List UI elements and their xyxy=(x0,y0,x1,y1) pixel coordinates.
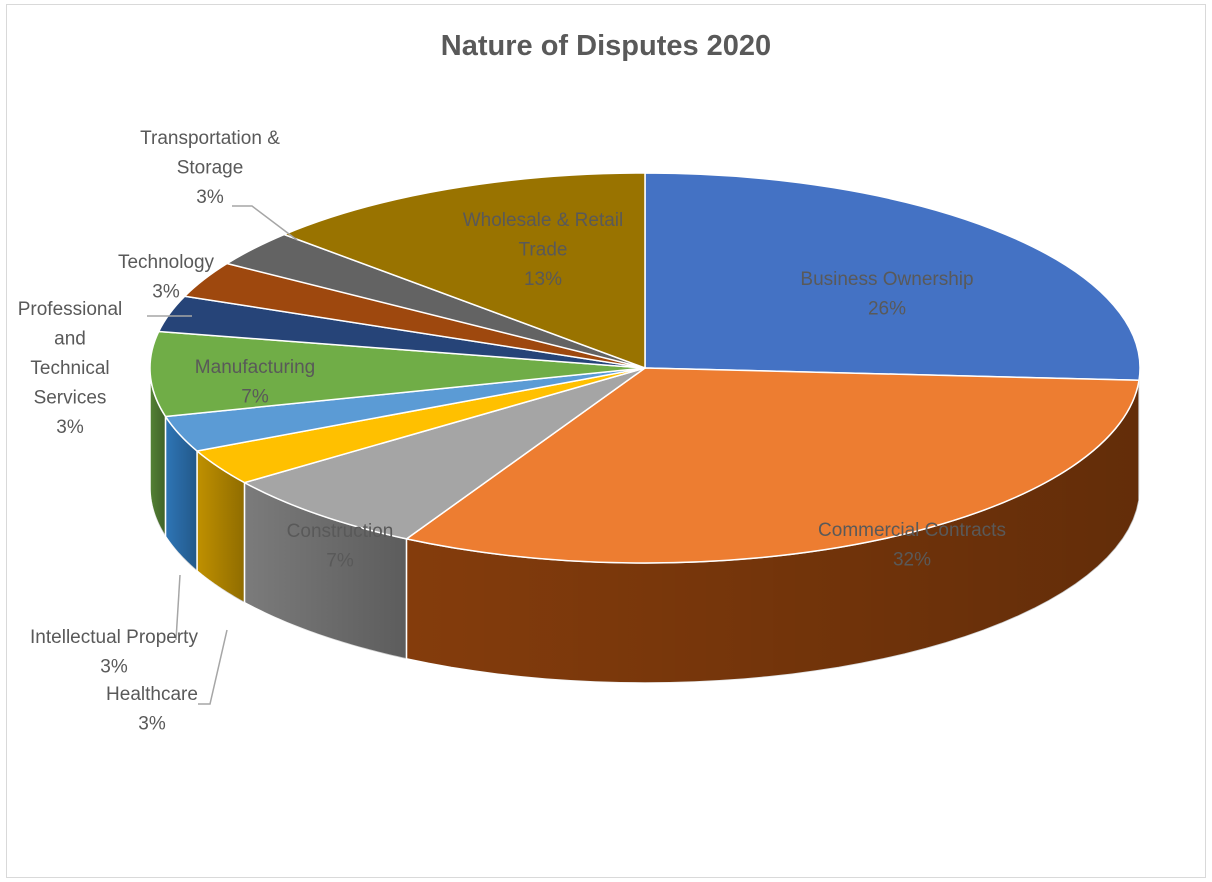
data-label-wholesale-and-retail-trade: Wholesale & Retail Trade 13% xyxy=(463,210,624,290)
leader-line-intellectual-property xyxy=(175,574,181,641)
leader-line-healthcare xyxy=(198,629,228,705)
pie-side-shade-intellectual-property xyxy=(165,416,198,572)
data-label-technology: Technology 3% xyxy=(118,252,215,303)
pie-slice-manufacturing xyxy=(149,330,646,418)
data-label-construction: Construction 7% xyxy=(287,521,394,572)
pie-side-shade-construction xyxy=(244,482,407,659)
data-label-intellectual-property: Intellectual Property 3% xyxy=(30,627,198,678)
data-label-transportation-and-storage: Transportation & Storage 3% xyxy=(140,128,280,208)
pie-slice-business-ownership xyxy=(644,172,1141,381)
chart-title: Nature of Disputes 2020 xyxy=(440,30,772,62)
pie-side-shade-commercial-contracts xyxy=(406,380,1140,683)
pie-slice-wholesale-and-retail-trade xyxy=(283,172,646,369)
pie-side-shade-healthcare xyxy=(197,451,245,603)
data-label-business-ownership: Business Ownership 26% xyxy=(800,269,973,320)
data-label-manufacturing: Manufacturing 7% xyxy=(195,357,315,408)
pie-slice-construction xyxy=(243,367,646,540)
pie-slice-commercial-contracts xyxy=(405,367,1140,564)
data-label-professional-and-technical-services: Professional and Technical Services 3% xyxy=(18,299,123,438)
data-label-commercial-contracts: Commercial Contracts 32% xyxy=(818,520,1006,571)
leader-line-transportation-and-storage xyxy=(232,205,298,241)
data-label-healthcare: Healthcare 3% xyxy=(106,684,198,735)
